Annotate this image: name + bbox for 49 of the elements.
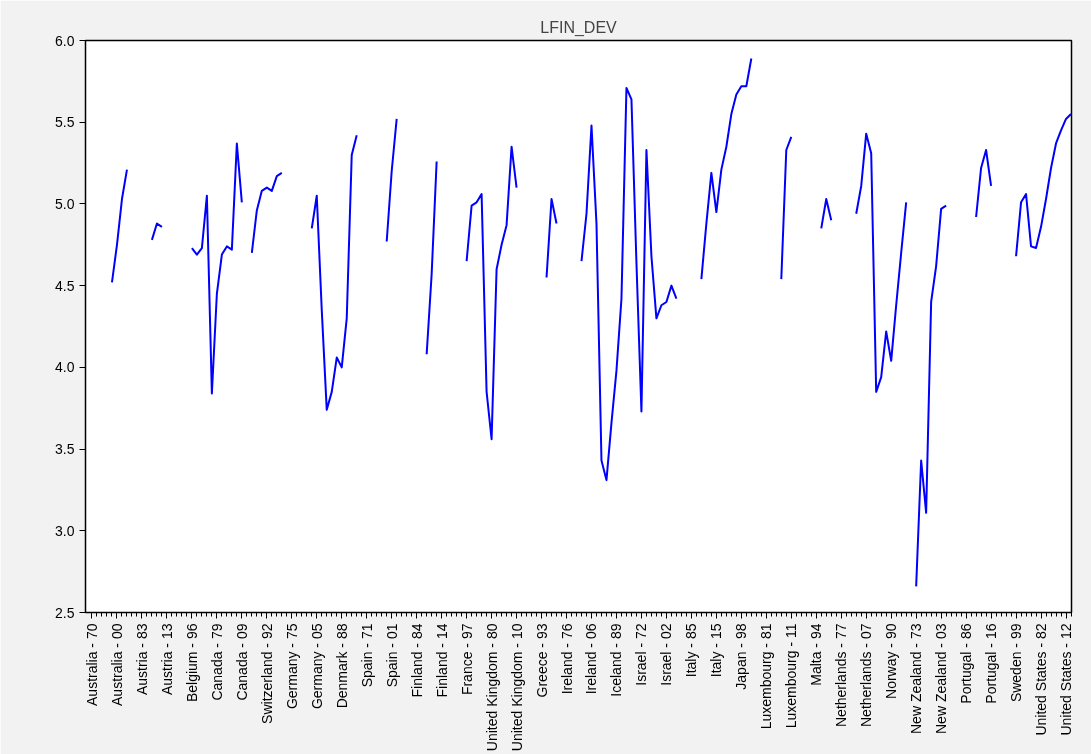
x-tick-label: Finland - 14 <box>433 623 450 698</box>
x-tick-label: United Kingdom - 80 <box>483 623 500 752</box>
x-tick-label: Iceland - 89 <box>608 623 625 697</box>
y-tick-label: 3.5 <box>55 441 75 458</box>
x-tick-label: Netherlands - 07 <box>858 623 875 727</box>
x-tick-label: Australia - 00 <box>108 623 125 706</box>
x-tick-label: Sweden - 99 <box>1008 623 1025 703</box>
x-tick-label: Germany - 75 <box>283 623 300 710</box>
x-tick-label: Portugal - 16 <box>983 623 1000 704</box>
y-tick-label: 4.0 <box>55 359 75 376</box>
x-tick-label: New Zealand - 73 <box>908 623 925 734</box>
x-tick-label: Luxembourg - 81 <box>758 623 775 730</box>
x-tick-label: Luxembourg - 11 <box>783 623 800 729</box>
x-tick-label: Finland - 84 <box>408 623 425 698</box>
y-tick-label: 5.5 <box>55 114 75 131</box>
x-tick-label: United States - 12 <box>1058 623 1075 736</box>
x-tick-label: Greece - 93 <box>533 623 550 698</box>
x-tick-label: Netherlands - 77 <box>833 623 850 727</box>
x-tick-label: Belgium - 96 <box>183 623 200 703</box>
y-tick-label: 5.0 <box>55 195 75 212</box>
x-tick-label: Spain - 71 <box>358 623 375 688</box>
x-tick-label: Australia - 70 <box>83 623 100 706</box>
x-tick-label: Canada - 79 <box>208 623 225 701</box>
x-tick-label: Denmark - 88 <box>333 623 350 709</box>
x-tick-label: France - 97 <box>458 623 475 696</box>
x-tick-label: Canada - 09 <box>233 623 250 701</box>
y-tick-label: 2.5 <box>55 604 75 621</box>
x-tick-label: United States - 82 <box>1033 623 1050 736</box>
x-tick-label: Germany - 05 <box>308 623 325 710</box>
x-tick-label: Ireland - 76 <box>558 623 575 695</box>
x-tick-label: Italy - 85 <box>683 623 700 678</box>
x-tick-label: Portugal - 86 <box>958 623 975 704</box>
x-tick-label: Norway - 90 <box>883 623 900 699</box>
x-tick-label: Israel - 02 <box>658 623 675 686</box>
chart-title: LFIN_DEV <box>540 18 618 37</box>
x-tick-label: Malta - 94 <box>808 623 825 686</box>
y-tick-label: 4.5 <box>55 277 75 294</box>
x-tick-label: New Zealand - 03 <box>933 623 950 734</box>
x-tick-label: Austria - 83 <box>133 623 150 696</box>
y-tick-label: 6.0 <box>55 32 75 49</box>
x-tick-label: Italy - 15 <box>708 623 725 678</box>
x-tick-label: Israel - 72 <box>633 623 650 686</box>
x-tick-label: Austria - 13 <box>158 623 175 696</box>
x-tick-label: Ireland - 06 <box>583 623 600 695</box>
y-tick-label: 3.0 <box>55 522 75 539</box>
x-tick-label: Spain - 01 <box>383 623 400 688</box>
x-tick-label: United Kingdom - 10 <box>508 623 525 752</box>
x-tick-label: Japan - 98 <box>733 623 750 690</box>
x-tick-label: Switzerland - 92 <box>258 623 275 724</box>
